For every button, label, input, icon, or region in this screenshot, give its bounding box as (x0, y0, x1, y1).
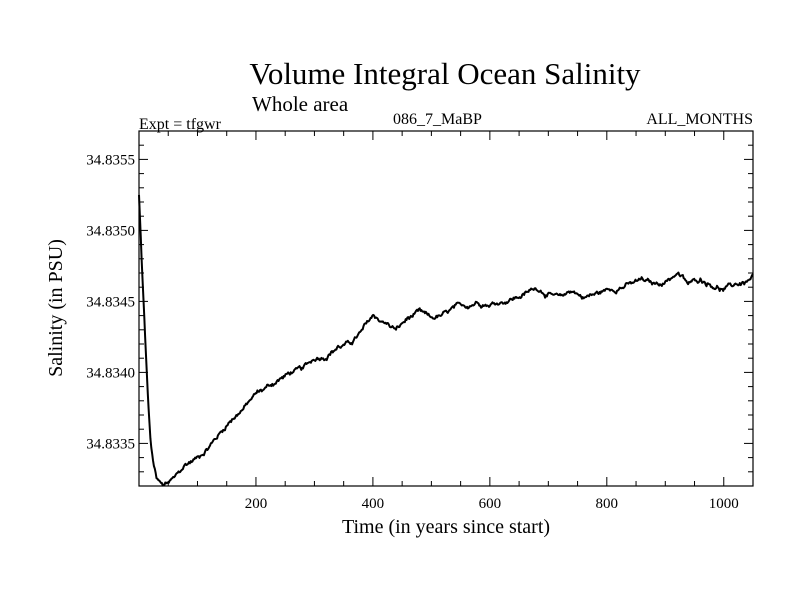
months-label: ALL_MONTHS (646, 111, 753, 128)
y-tick-label: 34.8355 (86, 152, 135, 168)
y-tick-label: 34.8345 (86, 294, 135, 310)
y-axis-ticks: 34.8335 34.8340 34.8345 34.8350 34.8355 (86, 130, 753, 473)
x-tick-label: 400 (362, 496, 385, 512)
x-tick-label: 600 (479, 496, 502, 512)
y-axis-label: Salinity (in PSU) (45, 239, 67, 377)
x-tick-label: 800 (596, 496, 619, 512)
experiment-label: Expt = tfgwr (139, 116, 221, 133)
x-axis-ticks: 200 400 600 800 1000 (167, 131, 754, 512)
x-axis-label: Time (in years since start) (342, 516, 550, 538)
run-id-label: 086_7_MaBP (393, 111, 482, 128)
x-tick-label: 1000 (709, 496, 739, 512)
y-tick-label: 34.8335 (86, 436, 135, 452)
plot-frame (138, 130, 754, 487)
salinity-series-line (138, 194, 754, 487)
x-tick-label: 200 (245, 496, 268, 512)
y-tick-label: 34.8350 (86, 223, 135, 239)
y-tick-label: 34.8340 (86, 365, 135, 381)
chart-subtitle: Whole area (252, 92, 349, 116)
chart-title: Volume Integral Ocean Salinity (249, 56, 641, 91)
